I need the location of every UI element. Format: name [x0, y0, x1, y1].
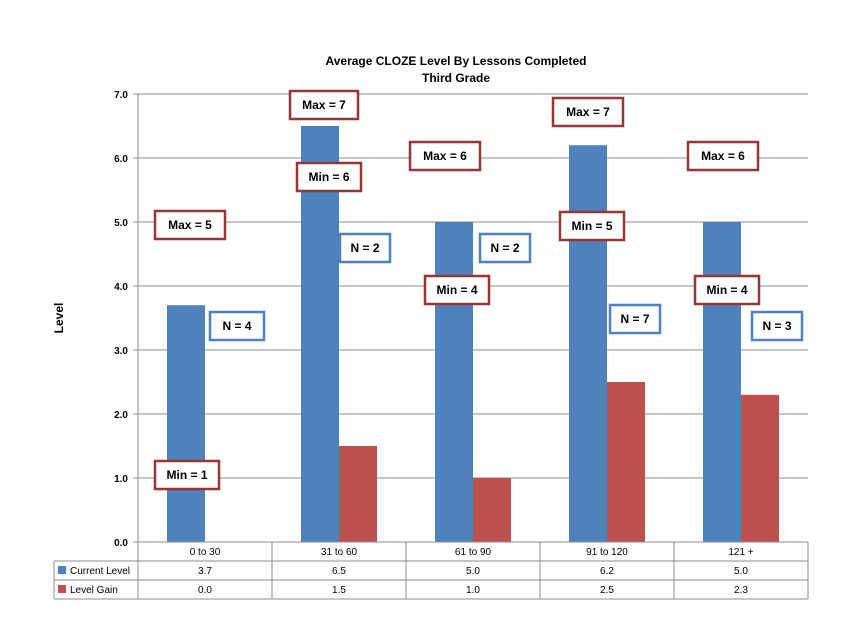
- data-label: 2.3: [734, 585, 748, 596]
- legend-swatch: [58, 585, 66, 593]
- data-label: 1.0: [466, 585, 480, 596]
- annotation-box: [408, 140, 482, 172]
- bar-current-level: [703, 222, 741, 542]
- annotation-label: Max = 7: [302, 98, 346, 112]
- data-label: 6.2: [600, 566, 614, 577]
- annotation-label: Min = 4: [706, 283, 747, 297]
- data-label: 3.7: [198, 566, 212, 577]
- annotation-box: [551, 96, 625, 128]
- data-label: 5.0: [734, 566, 748, 577]
- legend-entry: Level Gain: [70, 585, 118, 596]
- y-tick-label: 6.0: [114, 154, 128, 165]
- y-tick-label: 1.0: [114, 474, 128, 485]
- annotation-box: [208, 310, 266, 342]
- annotation-label: Min = 4: [436, 283, 477, 297]
- data-label: 5.0: [466, 566, 480, 577]
- annotation-label: N = 2: [490, 241, 519, 255]
- data-label: 2.5: [600, 585, 614, 596]
- annotation-label: Max = 6: [423, 149, 467, 163]
- y-axis-label: Level: [52, 303, 66, 334]
- y-tick-label: 2.0: [114, 410, 128, 421]
- legend-entry: Current Level: [70, 566, 130, 577]
- bar-current-level: [569, 145, 607, 542]
- annotation-label: Min = 5: [571, 219, 612, 233]
- y-tick-label: 7.0: [114, 90, 128, 101]
- annotation-label: Max = 6: [701, 149, 745, 163]
- annotation-label: N = 7: [620, 312, 649, 326]
- annotation-label: N = 4: [222, 319, 251, 333]
- chart-subtitle: Third Grade: [422, 71, 490, 85]
- annotation-box: [295, 161, 363, 193]
- annotation-box: [423, 274, 491, 306]
- annotation-box: [558, 210, 626, 242]
- bar-level-gain: [741, 394, 779, 542]
- chart-title: Average CLOZE Level By Lessons Completed: [326, 54, 587, 68]
- bar-current-level: [167, 305, 205, 542]
- bar-level-gain: [607, 382, 645, 542]
- annotation-box: [153, 459, 221, 491]
- x-tick-label: 61 to 90: [455, 547, 492, 558]
- bar-level-gain: [339, 446, 377, 542]
- annotation-label: N = 2: [350, 241, 379, 255]
- annotation-box: [686, 140, 760, 172]
- annotation-label: Min = 6: [308, 170, 349, 184]
- annotation-label: Min = 1: [166, 468, 207, 482]
- annotation-box: [288, 89, 360, 121]
- annotation-box: [153, 209, 227, 241]
- y-tick-label: 4.0: [114, 282, 128, 293]
- x-tick-label: 0 to 30: [190, 547, 221, 558]
- annotation-label: N = 3: [762, 319, 791, 333]
- bar-current-level: [301, 126, 339, 542]
- annotation-box: [478, 232, 532, 264]
- data-label: 0.0: [198, 585, 212, 596]
- data-label: 6.5: [332, 566, 346, 577]
- x-tick-label: 31 to 60: [321, 547, 358, 558]
- x-tick-label: 91 to 120: [586, 547, 628, 558]
- y-tick-label: 3.0: [114, 346, 128, 357]
- x-tick-label: 121 +: [728, 547, 753, 558]
- annotation-box: [338, 232, 392, 264]
- annotation-box: [750, 310, 804, 342]
- annotation-label: Max = 7: [566, 105, 610, 119]
- annotation-box: [608, 303, 662, 335]
- annotation-box: [693, 274, 761, 306]
- annotation-label: Max = 5: [168, 218, 212, 232]
- data-label: 1.5: [332, 585, 346, 596]
- legend-swatch: [58, 566, 66, 574]
- bar-level-gain: [473, 478, 511, 542]
- y-tick-label: 5.0: [114, 218, 128, 229]
- bar-current-level: [435, 222, 473, 542]
- y-tick-label: 0.0: [114, 538, 128, 549]
